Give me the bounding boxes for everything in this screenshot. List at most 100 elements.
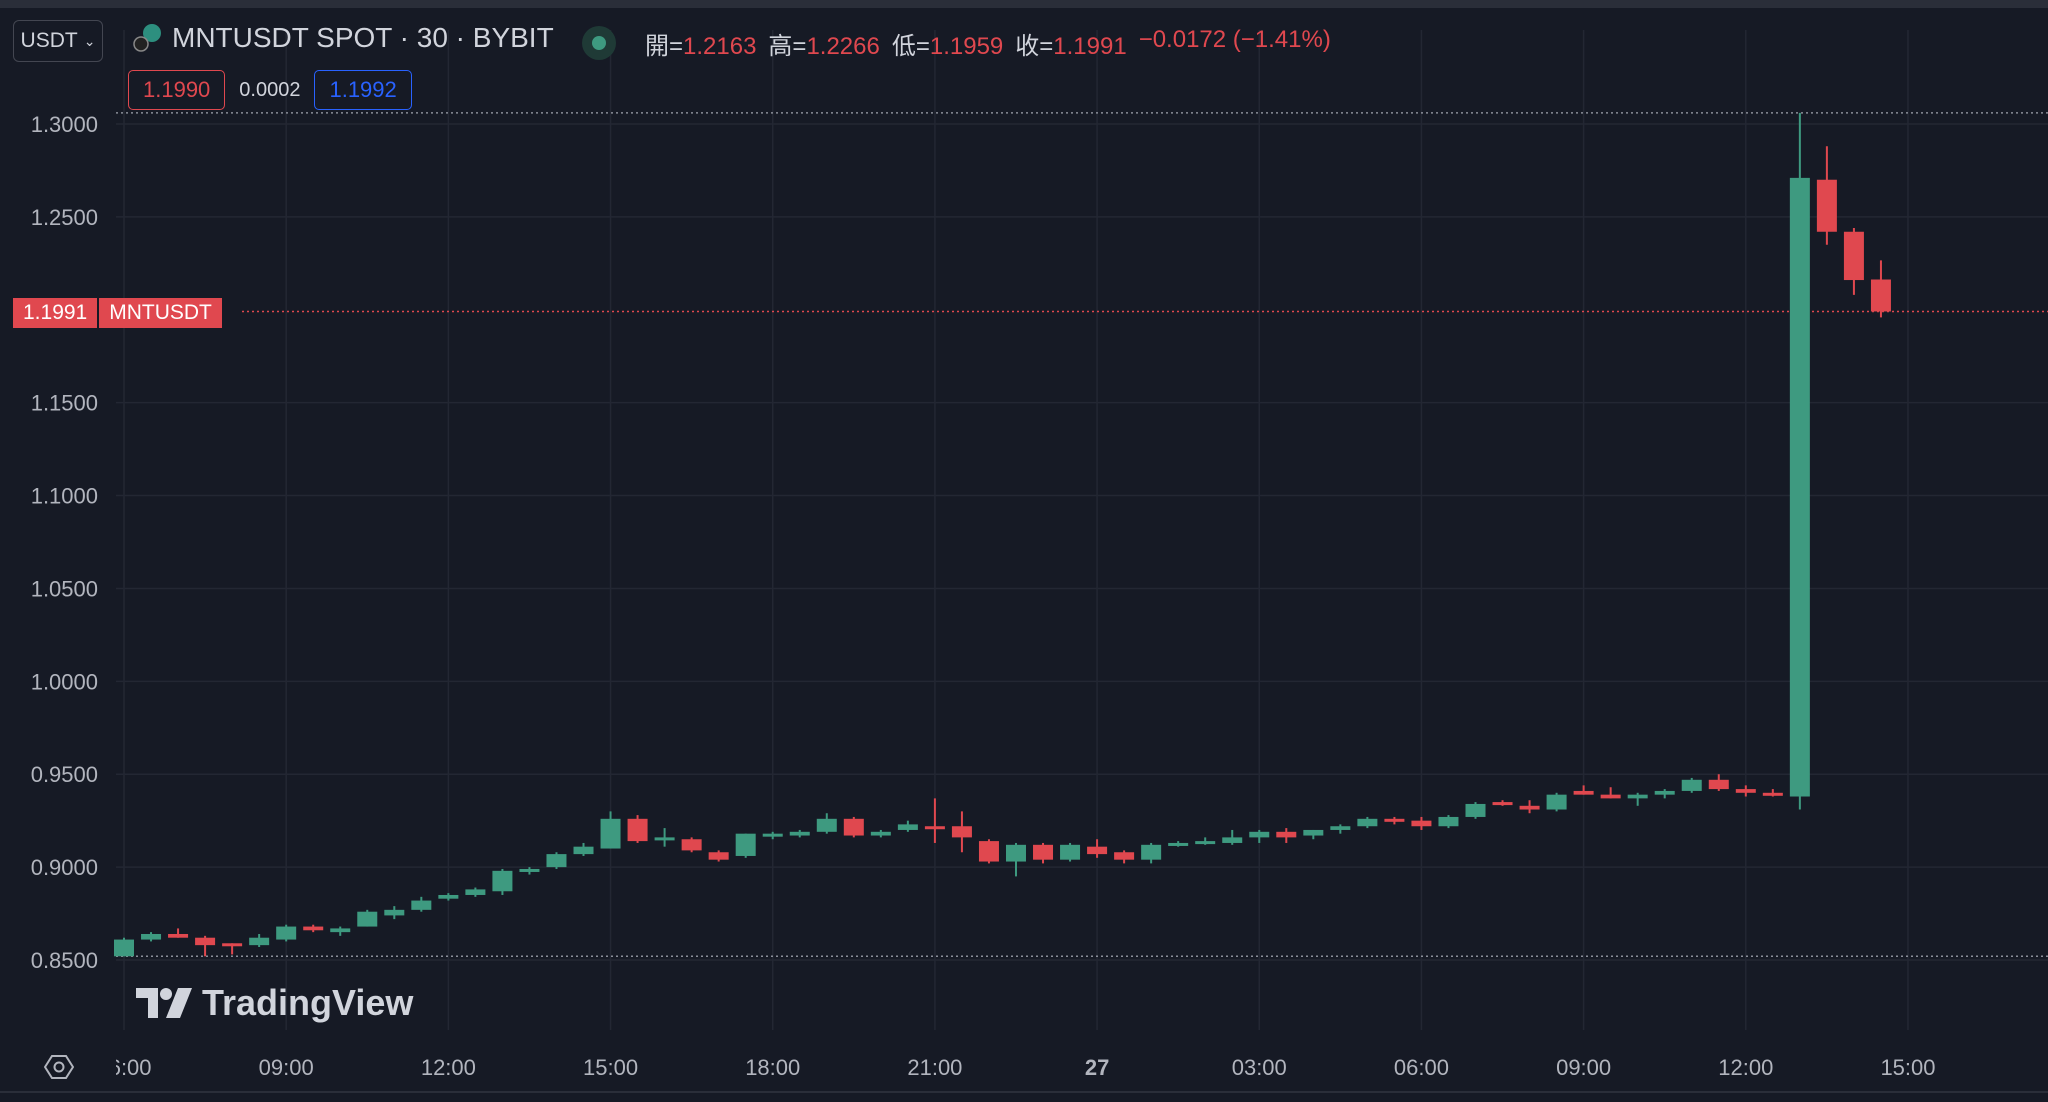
candle — [951, 811, 972, 853]
price-tick-label: 1.3000 — [31, 112, 98, 137]
watermark-text: TradingView — [202, 982, 414, 1023]
candle — [1330, 824, 1351, 834]
candle — [519, 867, 540, 875]
candle-body — [816, 818, 837, 832]
candle-body — [1438, 816, 1459, 827]
time-tick-label: 18:00 — [745, 1055, 800, 1080]
candle-body — [1870, 279, 1891, 312]
candle-body — [114, 939, 134, 957]
candle — [1708, 774, 1729, 791]
candle-body — [1681, 779, 1702, 791]
candle-body — [1195, 841, 1216, 845]
time-tick-label: 09:00 — [1556, 1055, 1611, 1080]
candle-body — [1816, 179, 1837, 232]
candle — [1870, 260, 1891, 318]
time-axis[interactable]: 06:00 09:00 12:00 15:00 18:00 21:00 27 03:00 06:… — [96, 1055, 1936, 1080]
candle — [1087, 839, 1108, 858]
price-axis[interactable]: 1.3000 1.2500 1.1500 1.1000 1.0500 1.0000 0.95… — [31, 112, 98, 973]
candle-body — [519, 868, 540, 872]
candle-body — [1735, 789, 1756, 793]
last-price-label: 1.1991 MNTUSDT — [13, 298, 222, 328]
sell-button[interactable]: 1.1990 — [128, 70, 226, 110]
candle-body — [1789, 177, 1810, 797]
candle — [1600, 787, 1621, 799]
candle — [249, 933, 270, 947]
candle — [870, 829, 891, 838]
candle-body — [1033, 844, 1054, 860]
candle-body — [735, 833, 756, 856]
candle — [1114, 850, 1135, 864]
time-tick-label: 03:00 — [1232, 1055, 1287, 1080]
currency-selector[interactable]: USDT ⌄ — [13, 20, 103, 62]
candle — [330, 926, 351, 936]
candle — [1222, 829, 1243, 845]
price-tick-label: 1.1500 — [31, 391, 98, 416]
candle — [114, 937, 134, 957]
tradingview-watermark[interactable]: TradingView — [136, 982, 413, 1024]
chart-settings-button[interactable] — [43, 1052, 75, 1082]
candle — [276, 924, 297, 942]
candle — [1816, 146, 1837, 245]
buy-button[interactable]: 1.1992 — [314, 70, 412, 110]
candle-body — [1708, 779, 1729, 790]
candle — [924, 798, 945, 843]
candle-body — [546, 854, 567, 868]
candle-body — [357, 911, 378, 927]
candle-body — [249, 937, 270, 946]
price-tick-label: 1.1000 — [31, 484, 98, 509]
candle — [492, 868, 513, 895]
time-tick-label: 15:00 — [583, 1055, 638, 1080]
candle-body — [1276, 831, 1297, 838]
candle — [303, 924, 324, 933]
close-value: 1.1991 — [1053, 33, 1127, 60]
time-tick-label: 09:00 — [259, 1055, 314, 1080]
candle — [978, 839, 999, 864]
market-status-indicator[interactable] — [582, 26, 616, 60]
time-tick-label: 06:00 — [1394, 1055, 1449, 1080]
candle — [789, 829, 810, 838]
candle-body — [411, 900, 432, 910]
candle — [1357, 816, 1378, 829]
symbol-header[interactable]: MNTUSDT SPOT · 30 · BYBIT — [132, 22, 554, 54]
candle-body — [1141, 844, 1162, 860]
candle-body — [492, 870, 513, 892]
candle-body — [1627, 794, 1648, 799]
candle-body — [870, 831, 891, 836]
candle-body — [708, 852, 729, 860]
candle — [816, 813, 837, 834]
candle — [1519, 800, 1540, 814]
candle — [708, 850, 729, 862]
candle-body — [1005, 844, 1026, 862]
candle-body — [1087, 846, 1108, 855]
candle — [1384, 816, 1405, 825]
candle-body — [1492, 802, 1513, 806]
candle — [222, 943, 243, 955]
candle-body — [1330, 826, 1351, 830]
candle-body — [654, 837, 675, 841]
candle-body — [1168, 842, 1189, 846]
candle — [1438, 815, 1459, 829]
open-label: 開= — [645, 33, 684, 60]
candle-body — [195, 937, 216, 946]
candle-body — [1357, 818, 1378, 827]
time-tick-label: 15:00 — [1880, 1055, 1935, 1080]
candle — [1654, 789, 1675, 799]
time-tick-label: 12:00 — [1718, 1055, 1773, 1080]
last-price-value: 1.1991 — [13, 298, 98, 328]
candle — [546, 852, 567, 869]
price-tick-label: 0.8500 — [31, 948, 98, 973]
high-label: 高= — [768, 33, 807, 60]
ohlc-legend: 開=1.2163 高=1.2266 低=1.1959 收=1.1991 −0.0… — [645, 26, 1331, 61]
symbol-title: MNTUSDT SPOT · 30 · BYBIT — [172, 22, 554, 53]
candle — [681, 837, 702, 853]
candle-body — [978, 841, 999, 862]
candle-body — [168, 933, 189, 938]
candle — [1492, 800, 1513, 806]
candle-body — [303, 926, 324, 931]
candle-body — [276, 926, 297, 940]
open-value: 1.2163 — [683, 33, 757, 60]
candle — [1465, 802, 1486, 819]
candle-body — [141, 933, 162, 940]
low-label: 低= — [891, 33, 930, 60]
